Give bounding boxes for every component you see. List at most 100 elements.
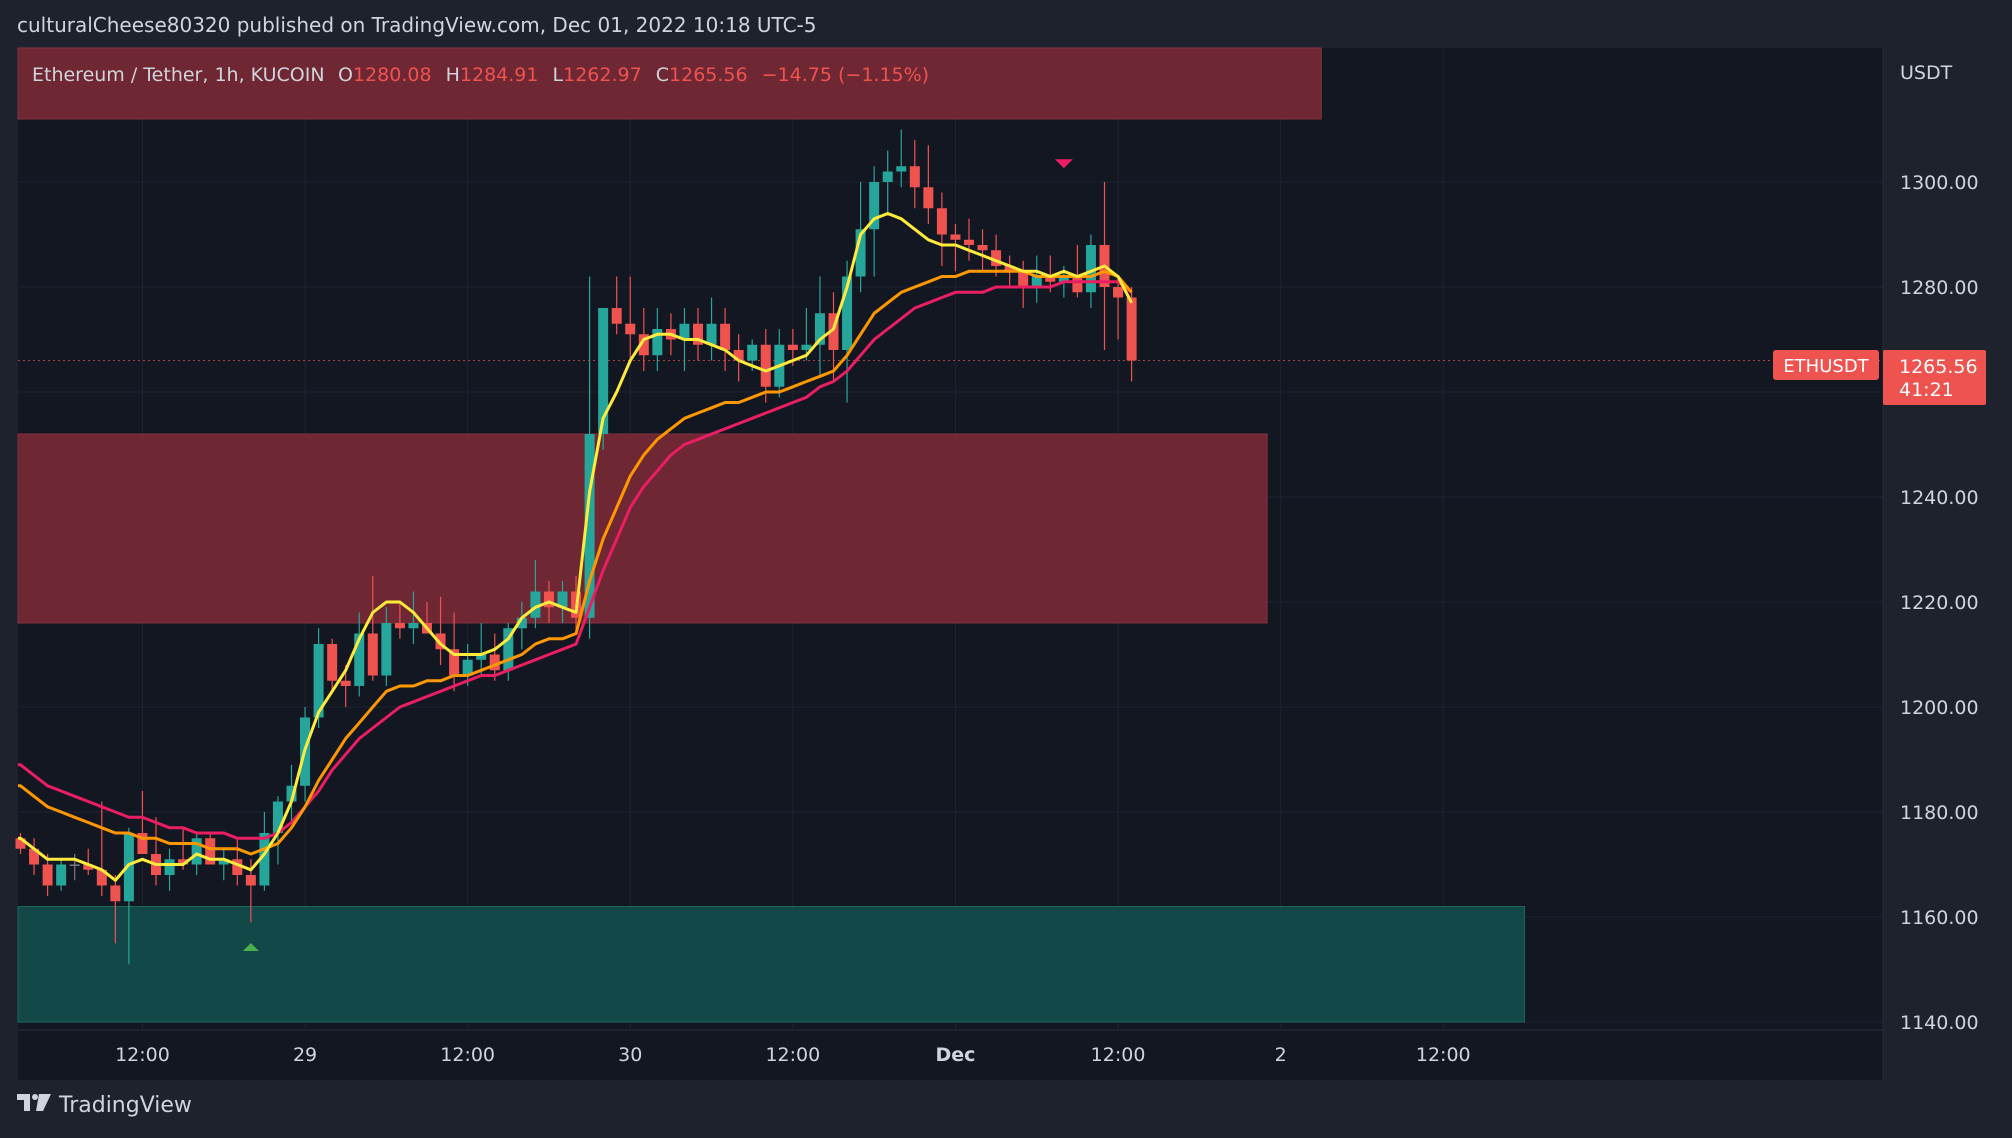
candle-body [178,859,189,865]
candle-body [557,591,568,608]
candle-body [747,344,758,361]
candle-body [652,329,663,356]
footer-brand[interactable]: TradingView [17,1092,192,1118]
candle-body [923,187,934,209]
candle-body [354,633,365,686]
candle-body [814,313,825,345]
legend-symbol: Ethereum / Tether, 1h, KUCOIN [32,64,325,86]
candle-body [693,323,703,345]
candle-body [489,654,500,671]
time-tick-label: 12:00 [115,1044,170,1066]
candle-body [1072,276,1083,293]
time-tick-label: 29 [293,1044,317,1066]
candle-body [394,623,405,629]
candle-body [828,313,839,350]
candle-body [232,859,243,875]
candle-body [164,859,175,875]
candle-body [584,434,595,618]
moving-averages [18,212,1133,882]
candle-body [449,649,460,676]
candle-body [977,245,988,251]
supply-demand-zones [17,47,1526,1023]
candle-body [381,623,392,676]
last-price-value: 1265.56 [1899,356,1978,378]
bar-countdown: 41:21 [1899,379,1954,401]
candle-body [530,591,541,618]
support-zone [17,906,1526,1023]
candle-body [855,229,866,277]
candle-body [625,323,636,335]
last-price-bg [1883,350,1986,405]
candle-body [56,864,67,886]
price-tick-label: 1280.00 [1900,277,1979,299]
ema-mid-line [18,269,1133,856]
last-price-label: 1265.56 41:21 [1883,350,1986,405]
time-tick-label: 12:00 [440,1044,495,1066]
time-tick-label: 2 [1275,1044,1287,1066]
candle-body [123,833,134,902]
time-tick-label: 12:00 [1091,1044,1146,1066]
candle-body [69,864,80,866]
candle-body [611,308,622,324]
price-tick-label: 1140.00 [1900,1012,1979,1034]
candle-body [205,838,216,865]
candle-body [896,166,907,172]
time-tick-label: 12:00 [1416,1044,1471,1066]
candle-body [1004,266,1015,272]
candle-body [327,644,338,681]
candle-body [1085,245,1096,293]
tv-logo-svg [17,1094,51,1111]
candle-body [286,785,297,802]
candle-body [991,250,1002,266]
candle-body [598,308,609,434]
candle-body [950,234,961,240]
candle-body [191,838,202,865]
legend-ohlc: O1280.08 H1284.91 L1262.97 C1265.56 −14.… [338,64,929,86]
candle-body [83,864,94,870]
candle-body [706,323,717,345]
candle-body [272,801,283,833]
candle-body [936,208,947,235]
symbol-label-bg [1773,350,1879,380]
ema-slow-line [18,280,1133,840]
price-scale-ticks[interactable]: 1140.00 1160.00 1180.00 1200.00 1220.00 1240.… [1900,172,1979,1034]
candle-body [801,344,812,350]
candle-body [842,276,853,350]
candlestick-series[interactable] [15,129,1137,965]
candle-body [245,875,256,886]
sell-signal-arrow [1054,159,1073,169]
candle-body [367,633,378,676]
time-scale-ticks[interactable]: 12:00 29 12:00 30 12:00 Dec 12:00 2 12:00 [115,1044,1471,1066]
candle-body [869,182,880,230]
candle-body [787,344,798,350]
candle-body [29,848,40,865]
candle-body [137,833,148,854]
symbol-label-text: ETHUSDT [1783,356,1869,377]
candle-body [760,344,771,387]
candle-body [218,859,229,865]
candle-body [679,323,690,340]
candle-body [1058,276,1069,282]
signal-markers [242,159,1073,951]
candle-body [720,323,731,350]
candle-body [882,171,893,182]
candle-body [110,885,121,902]
candle-body [733,350,744,361]
time-tick-label: Dec [935,1044,975,1066]
symbol-price-label: ETHUSDT [1773,350,1879,380]
candle-body [259,833,270,886]
candle-body [435,633,446,650]
price-tick-label: 1300.00 [1900,172,1979,194]
time-tick-label: 12:00 [765,1044,820,1066]
candle-body [1031,276,1042,287]
candle-body [1113,287,1124,298]
candle-body [42,864,53,886]
ema-fast-line [18,212,1133,882]
candle-body [1126,297,1137,361]
candle-body [1045,276,1056,282]
candle-body [909,166,920,188]
publisher-caption: culturalCheese80320 published on Trading… [17,13,817,37]
price-tick-label: 1160.00 [1900,907,1979,929]
candle-body [408,623,419,629]
